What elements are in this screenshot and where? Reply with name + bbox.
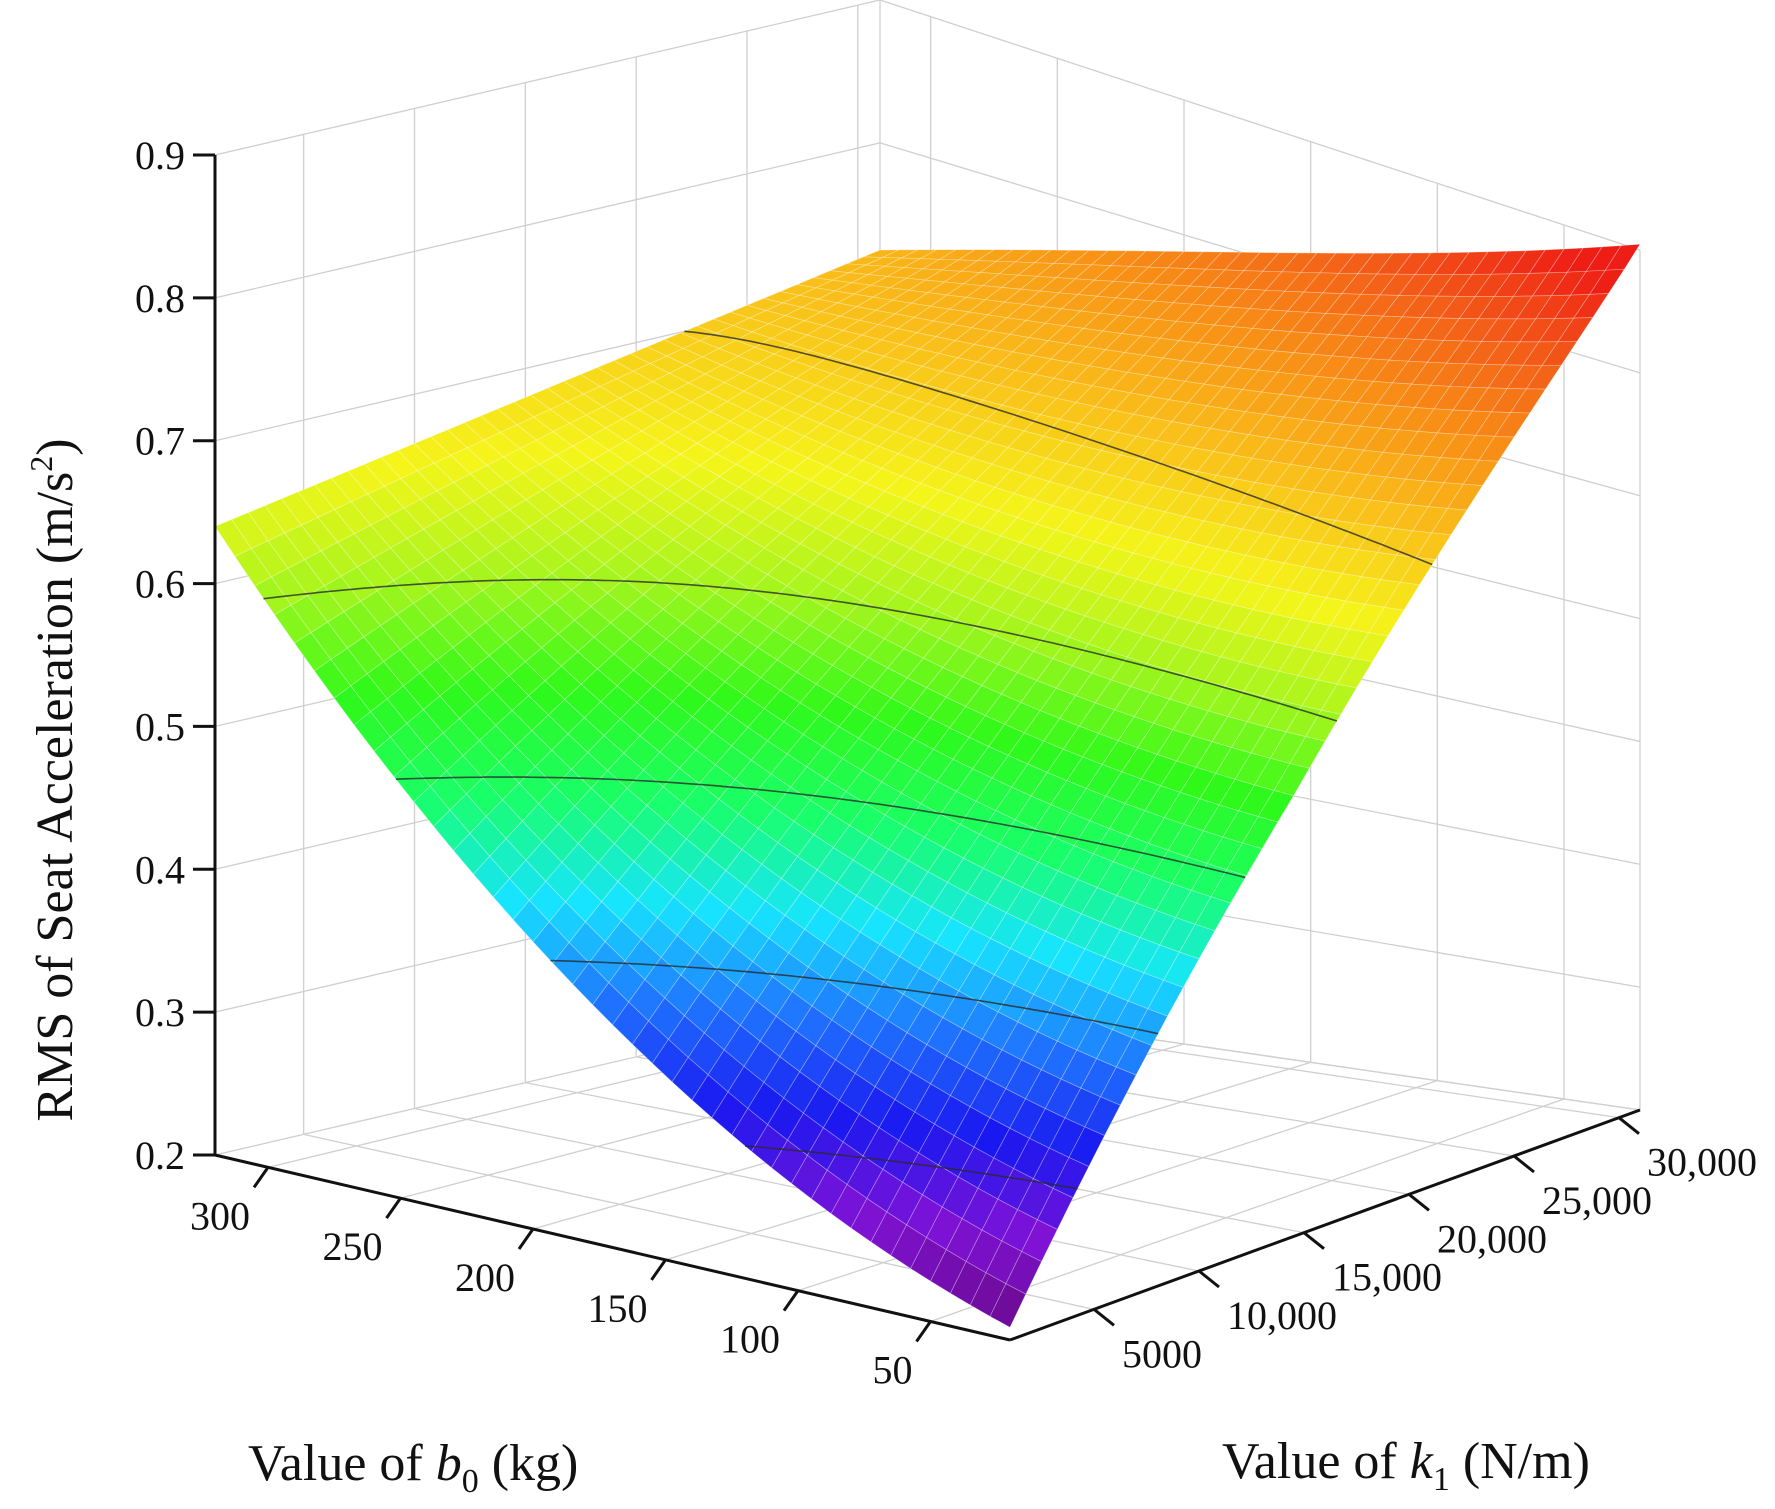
y-tick-mark xyxy=(1303,1231,1325,1250)
surface-patch xyxy=(1550,270,1587,296)
surface-patch xyxy=(1531,271,1568,297)
surface-patch xyxy=(1588,268,1625,295)
contour-line xyxy=(395,776,1246,879)
x-axis-line xyxy=(214,1153,1011,1342)
surface-patch xyxy=(1431,508,1468,536)
z-tick-label: 0.8 xyxy=(135,276,185,321)
z-tick-label: 0.4 xyxy=(135,847,185,892)
surface-patch xyxy=(1569,269,1606,296)
z-tick-label: 0.7 xyxy=(135,419,185,464)
y-tick-mark xyxy=(1198,1269,1220,1289)
surface-patch xyxy=(1226,842,1263,877)
x-tick-mark xyxy=(915,1320,932,1343)
surface-patch xyxy=(1194,896,1232,932)
tick-labels: 0.2 0.3 0.4 0.5 0.6 0.7 0.8 0.9 300 250 200 150 100 5… xyxy=(135,133,1757,1393)
contour-line xyxy=(744,1145,1078,1190)
y-tick-label: 20,000 xyxy=(1437,1216,1547,1261)
y-tick-label: 15,000 xyxy=(1332,1255,1442,1300)
back-wall-grid-line xyxy=(879,0,1641,251)
x-tick-label: 250 xyxy=(323,1224,383,1269)
surface-patch xyxy=(1352,632,1389,663)
x-tick-mark xyxy=(782,1289,800,1312)
x-tick-mark xyxy=(385,1197,402,1220)
surface-patch xyxy=(1462,459,1499,486)
z-tick-label: 0.9 xyxy=(135,133,185,178)
x-tick-label: 100 xyxy=(720,1317,780,1362)
x-tick-label: 150 xyxy=(588,1286,648,1331)
contour-line xyxy=(550,959,1159,1035)
floor-grid-line xyxy=(930,1098,1565,1323)
y-tick-label: 30,000 xyxy=(1647,1140,1757,1185)
y-tick-mark xyxy=(1408,1193,1430,1212)
surface-patch xyxy=(1509,388,1547,414)
surface-patch xyxy=(1068,1126,1105,1167)
z-tick-label: 0.2 xyxy=(135,1133,185,1178)
x-tick-label: 200 xyxy=(455,1255,515,1300)
x-tick-mark xyxy=(252,1166,270,1189)
x-tick-mark xyxy=(650,1258,667,1281)
surface-patch xyxy=(1525,364,1562,390)
contour-lines xyxy=(263,330,1433,1190)
y-tick-mark xyxy=(1618,1116,1640,1135)
contour-line xyxy=(263,578,1338,722)
y-tick-mark xyxy=(1513,1154,1535,1174)
z-tick-label: 0.5 xyxy=(135,704,185,749)
x-axis-title: Value of b0 (kg) xyxy=(248,1435,578,1500)
surface-patch xyxy=(1538,317,1575,343)
y-tick-label: 5000 xyxy=(1122,1331,1202,1376)
surface-patch xyxy=(1446,483,1484,511)
surface-patch xyxy=(1084,1096,1121,1137)
surface-patch xyxy=(989,1283,1027,1328)
surface-patch xyxy=(1478,435,1515,462)
surface-patch xyxy=(1557,317,1594,343)
surface-patch xyxy=(1163,951,1200,988)
back-wall-grid-line xyxy=(214,0,881,156)
x-tick-label: 300 xyxy=(190,1193,250,1238)
surface-patch xyxy=(1241,816,1279,850)
contour-line xyxy=(684,330,1433,566)
axes xyxy=(213,155,1641,1342)
y-tick-mark xyxy=(1093,1308,1115,1327)
surface-patch xyxy=(1021,1219,1058,1263)
surface-patch xyxy=(1036,1187,1074,1230)
back-wall-grid-line xyxy=(214,142,881,299)
surface-patch xyxy=(1320,683,1358,715)
y-axis-line xyxy=(1009,1108,1641,1342)
tick-marks xyxy=(193,153,1640,1343)
z-axis-title: RMS of Seat Acceleration (m/s2) xyxy=(23,438,84,1121)
x-tick-label: 50 xyxy=(873,1348,913,1393)
z-tick-label: 0.6 xyxy=(135,562,185,607)
y-axis-title: Value of k1 (N/m) xyxy=(1222,1433,1590,1498)
z-tick-label: 0.3 xyxy=(135,990,185,1035)
x-tick-mark xyxy=(517,1228,535,1250)
y-tick-label: 25,000 xyxy=(1542,1178,1652,1223)
surface-patch xyxy=(1131,1008,1168,1046)
y-tick-label: 10,000 xyxy=(1227,1293,1337,1338)
